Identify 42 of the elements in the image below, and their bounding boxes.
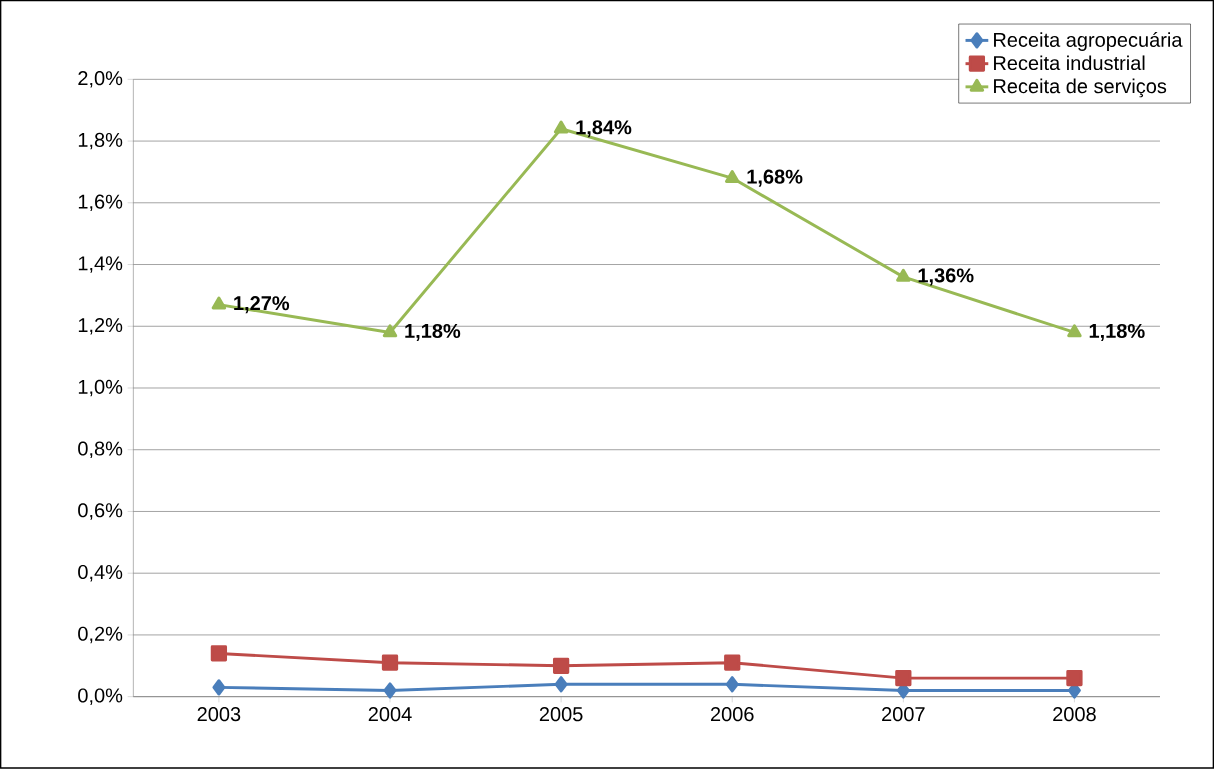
point (381, 654, 399, 672)
point (895, 670, 912, 687)
y-tick-label: 1,6% (78, 194, 123, 212)
data-label: 1,36% (918, 268, 974, 286)
legend-label: Receita agropecuária (994, 32, 1183, 52)
legend-label: Receita industrial (994, 55, 1145, 71)
point (210, 645, 228, 662)
x-tick-label: 2007 (882, 707, 925, 722)
y-tick-label: 0,6% (78, 503, 123, 520)
x-tick-label: 2004 (368, 707, 412, 722)
legend-label: Receita de serviços (994, 78, 1167, 98)
point (383, 682, 397, 699)
y-tick-label: 0,8% (78, 441, 123, 459)
point (552, 657, 570, 675)
y-tick-label: 0,4% (78, 565, 123, 582)
point (553, 120, 569, 134)
point (1067, 324, 1082, 338)
data-label: 1,27% (234, 296, 290, 314)
x-tick-label: 2005 (539, 707, 583, 722)
y-tick-label: 2,0% (78, 71, 123, 88)
point (724, 170, 740, 184)
data-label: 1,68% (747, 169, 803, 187)
y-tick-label: 0,0% (78, 688, 123, 706)
data-label: 1,18% (405, 324, 461, 342)
x-tick-label: 2003 (197, 707, 241, 722)
point (382, 324, 398, 338)
point (725, 676, 739, 693)
data-label: 1,18% (1089, 324, 1145, 342)
y-tick-label: 1,0% (78, 379, 123, 397)
point (1066, 670, 1083, 687)
point (554, 676, 568, 693)
point (212, 679, 226, 696)
x-tick-label: 2006 (710, 707, 754, 722)
y-tick-label: 1,2% (78, 318, 123, 335)
y-tick-label: 1,8% (78, 132, 123, 150)
x-tick-label: 2008 (1053, 707, 1096, 722)
y-tick-label: 0,2% (78, 626, 123, 644)
point (211, 296, 227, 310)
point (896, 268, 911, 282)
data-label: 1,84% (576, 120, 632, 138)
point (724, 654, 741, 672)
y-tick-label: 1,4% (78, 256, 123, 273)
